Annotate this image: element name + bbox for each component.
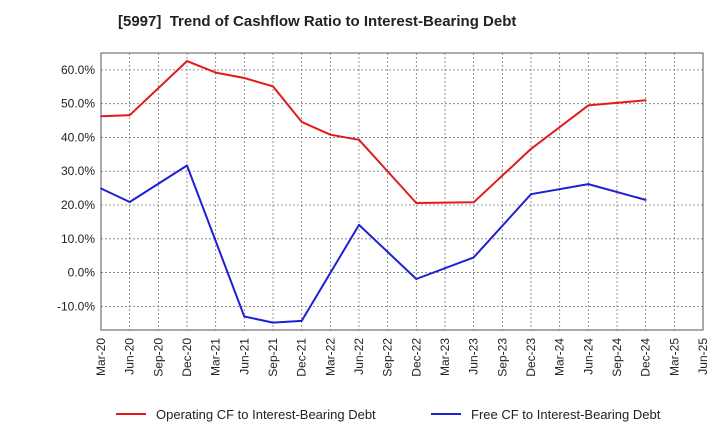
x-tick-labels: Mar-20 Jun-20 Sep-20 Dec-20 Mar-21 Jun-21 Sep-… — [94, 338, 710, 377]
free-cf-point — [587, 183, 590, 185]
x-tick-label: Sep-23 — [495, 338, 509, 377]
x-tick-label: Dec-23 — [524, 338, 538, 377]
operating-cf-point — [128, 114, 131, 117]
free-cf-point — [243, 315, 246, 318]
operating-cf-point — [329, 133, 332, 136]
x-tick-label: Mar-21 — [209, 338, 223, 376]
operating-cf-point — [186, 60, 188, 63]
x-tick-label: Mar-23 — [438, 338, 452, 376]
operating-cf-point — [272, 85, 274, 88]
operating-cf-point — [587, 104, 590, 107]
free-cf-point — [186, 164, 188, 167]
x-tick-label: Sep-24 — [610, 338, 624, 377]
series-lines — [100, 60, 647, 324]
x-tick-label: Mar-22 — [323, 338, 337, 376]
operating-cf-line — [100, 60, 646, 204]
x-tick-label: Jun-24 — [581, 338, 595, 375]
x-tick-label: Sep-21 — [266, 338, 280, 377]
free-cf-point — [358, 224, 360, 226]
x-tick-label: Mar-25 — [667, 338, 681, 376]
legend: Operating CF to Interest-Bearing Debt Fre… — [116, 407, 661, 422]
free-cf-point — [530, 193, 532, 196]
x-tick-label: Jun-20 — [123, 338, 137, 375]
operating-cf-point — [472, 201, 475, 204]
operating-cf-point — [243, 77, 246, 79]
legend-label: Free CF to Interest-Bearing Debt — [471, 407, 661, 422]
free-cf-point — [100, 187, 102, 190]
x-tick-label: Jun-23 — [467, 338, 481, 375]
free-cf-line — [100, 164, 646, 324]
y-tick-label: 30.0% — [61, 164, 95, 178]
operating-cf-point — [214, 71, 217, 74]
operating-cf-point — [358, 138, 360, 141]
y-tick-label: 10.0% — [61, 232, 95, 246]
y-tick-labels: -10.0% 0.0% 10.0% 20.0% 30.0% 40.0% 50.0% 60.0% — [57, 63, 95, 313]
free-cf-point — [644, 199, 647, 201]
free-cf-point — [415, 278, 418, 280]
x-tick-label: Jun-21 — [237, 338, 251, 375]
y-tick-label: 0.0% — [68, 266, 96, 280]
y-tick-label: -10.0% — [57, 299, 95, 313]
y-tick-label: 60.0% — [61, 63, 95, 77]
x-tick-label: Sep-20 — [151, 338, 165, 377]
chart-title: [5997] Trend of Cashflow Ratio to Intere… — [118, 13, 517, 30]
x-tick-label: Jun-25 — [696, 338, 710, 375]
x-tick-label: Jun-22 — [352, 338, 366, 375]
x-tick-label: Dec-21 — [295, 338, 309, 377]
free-cf-point — [128, 201, 131, 203]
x-tick-label: Sep-22 — [381, 338, 395, 377]
x-tick-label: Mar-20 — [94, 338, 108, 376]
free-cf-point — [472, 256, 475, 259]
x-tick-label: Dec-20 — [180, 338, 194, 377]
operating-cf-point — [300, 121, 303, 123]
axes — [100, 52, 704, 331]
x-tick-label: Mar-24 — [553, 338, 567, 376]
free-cf-point — [300, 319, 303, 322]
y-tick-label: 50.0% — [61, 97, 95, 111]
operating-cf-point — [415, 202, 418, 204]
x-tick-label: Dec-24 — [639, 338, 653, 377]
legend-label: Operating CF to Interest-Bearing Debt — [156, 407, 376, 422]
x-tick-label: Dec-22 — [409, 338, 423, 377]
plot-frame — [100, 52, 704, 331]
operating-cf-point — [100, 115, 102, 118]
free-cf-point — [272, 321, 274, 324]
y-tick-label: 40.0% — [61, 130, 95, 144]
y-tick-label: 20.0% — [61, 198, 95, 212]
operating-cf-point — [530, 148, 532, 150]
operating-cf-point — [644, 99, 647, 102]
